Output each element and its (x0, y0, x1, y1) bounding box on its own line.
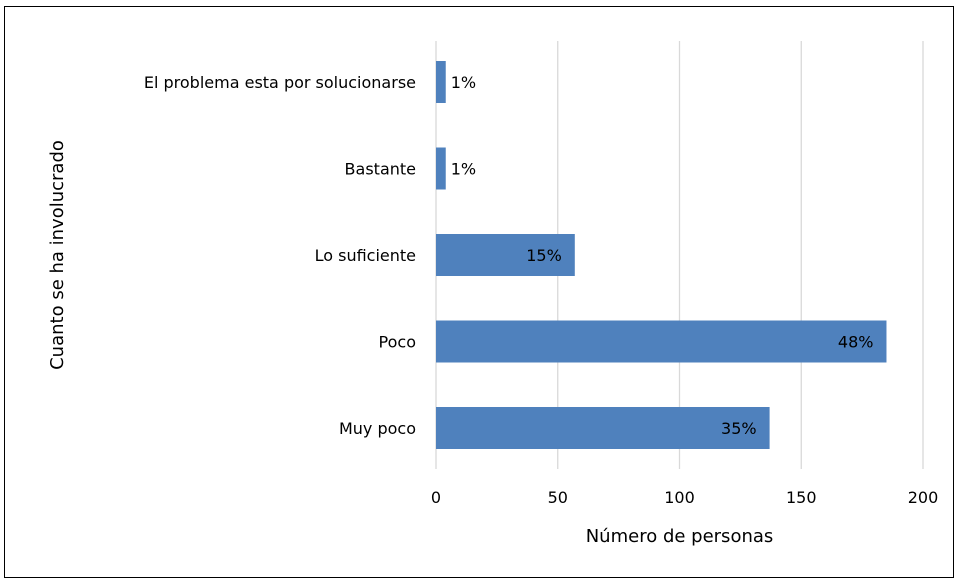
x-tick-label-4: 200 (908, 488, 939, 507)
bar-data-label-3: 48% (838, 333, 874, 352)
bar-1 (436, 147, 446, 190)
category-label-1: Bastante (345, 160, 416, 179)
category-labels: El problema esta por solucionarse Bastant… (144, 73, 416, 438)
bar-4 (436, 407, 770, 449)
category-label-2: Lo suficiente (315, 246, 416, 265)
bar-data-label-2: 15% (526, 246, 562, 265)
bar-3 (436, 320, 887, 363)
bar-0 (436, 61, 446, 103)
bar-data-label-0: 1% (451, 73, 476, 92)
x-tick-label-2: 100 (664, 488, 695, 507)
x-tick-label-1: 50 (548, 488, 568, 507)
x-axis-title: Número de personas (586, 526, 774, 547)
gridlines (435, 41, 924, 469)
x-tick-label-3: 150 (786, 488, 817, 507)
chart-frame: 1% 1% 15% 48% 35% El problema esta por soluc… (4, 6, 954, 578)
bar-data-label-4: 35% (721, 419, 757, 438)
x-tick-labels: 0 50 100 150 200 (431, 488, 938, 507)
category-label-4: Muy poco (339, 419, 416, 438)
bars (436, 61, 887, 449)
y-axis-title: Cuanto se ha involucrado (47, 140, 68, 370)
x-tick-label-0: 0 (431, 488, 441, 507)
category-label-0: El problema esta por solucionarse (144, 73, 416, 92)
category-label-3: Poco (379, 333, 416, 352)
bar-data-labels: 1% 1% 15% 48% 35% (451, 73, 874, 438)
bar-chart: 1% 1% 15% 48% 35% El problema esta por soluc… (47, 41, 938, 547)
bar-2 (436, 234, 575, 276)
bar-data-label-1: 1% (451, 160, 476, 179)
